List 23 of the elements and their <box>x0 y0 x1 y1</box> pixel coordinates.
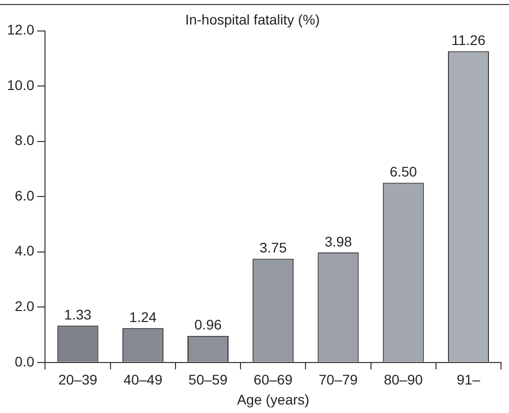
data-label: 3.75 <box>260 240 287 256</box>
y-tick-label: 10.0 <box>7 76 34 93</box>
y-tick-label: 0.0 <box>14 353 34 370</box>
x-axis-title: Age (years) <box>236 391 310 408</box>
y-tick-label: 6.0 <box>14 187 34 204</box>
y-tick-label: 2.0 <box>14 298 34 314</box>
data-label: 6.50 <box>390 164 418 180</box>
x-tick-label: 60–69 <box>254 372 293 388</box>
x-tick-label: 50–59 <box>188 372 228 388</box>
y-tick-label: 8.0 <box>14 132 34 148</box>
data-label: 3.98 <box>324 233 352 250</box>
x-tick-label: 40–49 <box>123 372 163 388</box>
data-label: 1.24 <box>129 308 157 325</box>
chart-title: In-hospital fatality (%) <box>185 11 320 28</box>
y-tick-label: 12.0 <box>7 22 34 38</box>
x-tick-label: 80–90 <box>384 372 424 388</box>
x-tick-label: 20–39 <box>58 372 98 388</box>
x-tick-label: 91– <box>456 372 480 388</box>
data-label: 1.33 <box>64 306 92 323</box>
data-label: 0.96 <box>194 316 222 333</box>
x-tick-label: 70–79 <box>318 372 358 388</box>
data-label: 11.26 <box>451 32 486 48</box>
y-tick-label: 4.0 <box>14 242 34 259</box>
